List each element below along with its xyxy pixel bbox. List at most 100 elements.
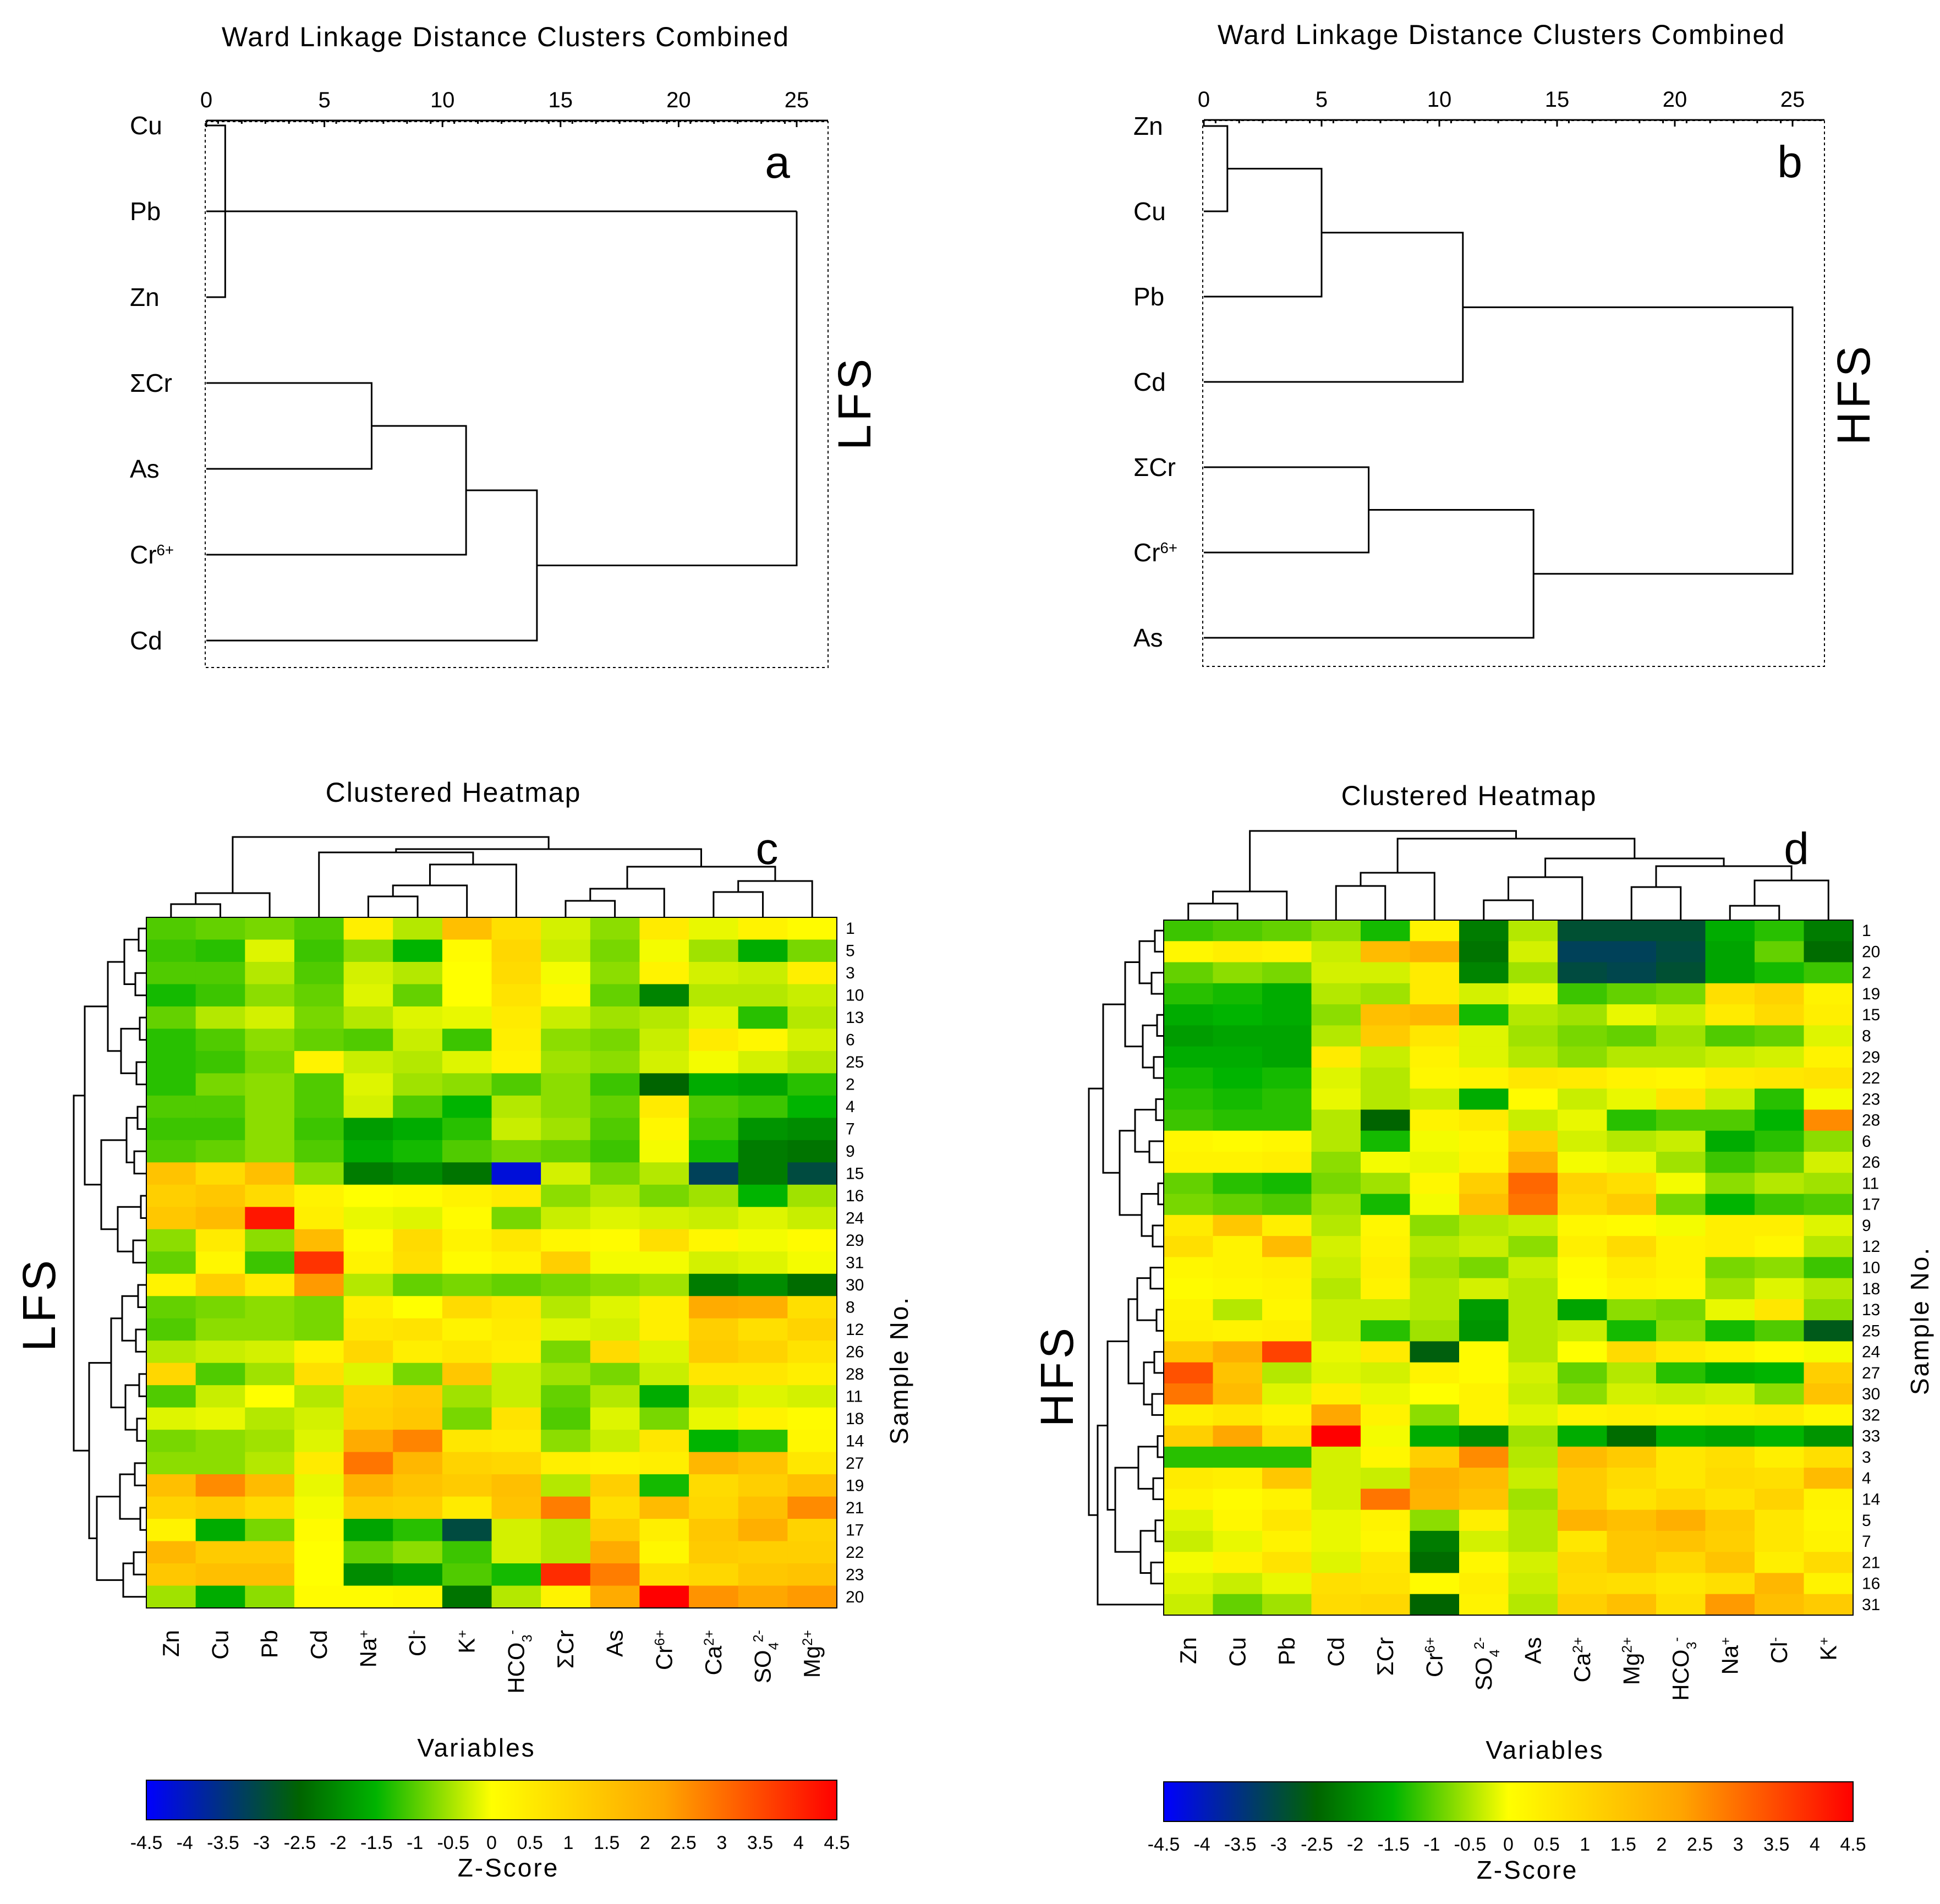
heatmap-cell [146,1073,196,1096]
heatmap-cell [195,1006,245,1030]
heatmap-cell [1558,1257,1608,1279]
column-dendrogram-link [232,836,550,893]
heatmap-cell [1213,1383,1263,1405]
heatmap-cell [491,1363,541,1386]
heatmap-cell [639,1184,689,1207]
heatmap-cell [639,1452,689,1475]
heatmap-cell [343,1251,393,1274]
heatmap-cell [1311,1468,1361,1489]
heatmap-cell [787,1363,837,1386]
heatmap-cell [1508,1552,1558,1574]
heatmap-cell [1311,1530,1361,1552]
row-dendrogram-link [1134,1108,1156,1153]
heatmap-cell [294,1073,344,1096]
heatmap-cell [1755,1509,1805,1531]
column-dendrogram-link [1655,865,1793,887]
heatmap-cell [294,1563,344,1586]
column-dendrogram-link [392,884,468,917]
heatmap-cell [787,1430,837,1453]
heatmap-cell [541,1251,591,1274]
row-label: 5 [846,942,855,960]
heatmap-cell [1459,1109,1509,1131]
heatmap-cell [1755,1552,1805,1574]
heatmap-cell [1508,1194,1558,1216]
heatmap-cell [393,1585,443,1608]
colorbar-tick: -4.5 [1148,1834,1180,1855]
column-dendrogram-link [170,903,221,917]
heatmap-cell [1262,1383,1312,1405]
row-label: 21 [1862,1553,1880,1572]
column-dendrogram-link [626,866,776,889]
row-dendrogram-link [1137,1446,1158,1490]
heatmap-cell [738,1251,788,1274]
heatmap-cell [393,1519,443,1542]
row-label: 15 [1862,1006,1880,1024]
heatmap-cell [1164,1025,1214,1047]
row-dendrogram-link [1154,929,1164,953]
row-dendrogram-link [138,1373,146,1397]
heatmap-cell [738,1073,788,1096]
heatmap-cell [195,1341,245,1364]
heatmap-cell [1755,1278,1805,1300]
heatmap-cell [1607,1046,1657,1068]
heatmap-cell [146,917,196,940]
panel-d-side-label: HFS [1031,1325,1083,1427]
heatmap-cell [393,1385,443,1408]
heatmap-cell [294,1229,344,1252]
heatmap-cell [146,1207,196,1230]
row-dendrogram-link [1150,972,1164,995]
heatmap-cell [590,1474,640,1497]
row-label: 9 [846,1142,855,1161]
row-dendrogram-link [1155,1309,1164,1332]
heatmap-cell [146,1229,196,1252]
heatmap-cell [1262,1573,1312,1595]
heatmap-cell [343,1051,393,1074]
heatmap-cell [343,939,393,962]
row-label: 28 [846,1365,864,1383]
heatmap-cell [1656,1067,1706,1089]
heatmap-cell [1607,1173,1657,1195]
heatmap-cell [393,1496,443,1519]
heatmap-cell [738,939,788,962]
heatmap-cell [738,1541,788,1564]
heatmap-cell [1311,941,1361,963]
heatmap-cell [1410,920,1460,942]
heatmap-cell [738,961,788,985]
colorbar-tick: 3 [716,1832,727,1853]
heatmap-cell [1755,962,1805,984]
heatmap-cell [491,1229,541,1252]
heatmap-cell [639,1363,689,1386]
heatmap-cell [195,1496,245,1519]
heatmap-cell [1164,1552,1214,1574]
heatmap-cell [1410,1573,1460,1595]
heatmap-cell [1755,1046,1805,1068]
heatmap-cell [738,1296,788,1319]
row-label: 20 [1862,943,1880,961]
heatmap-cell [1804,983,1854,1005]
heatmap-cell [1361,941,1411,963]
dendrogram-link [536,211,798,566]
heatmap-cell [1804,1278,1854,1300]
heatmap-cell [146,1296,196,1319]
leaf-label: As [1133,623,1163,652]
heatmap-cell [1558,983,1608,1005]
row-dendrogram-link [133,1150,146,1175]
heatmap-cell [442,1563,492,1586]
heatmap-cell [787,1541,837,1564]
heatmap-cell [491,1496,541,1519]
heatmap-cell [442,1207,492,1230]
heatmap-cell [294,1318,344,1341]
tick-label: 0 [1198,87,1210,112]
heatmap-cell [1607,1257,1657,1279]
heatmap-cell [1508,941,1558,963]
heatmap-cell [1410,1530,1460,1552]
heatmap-cell [1508,1173,1558,1195]
heatmap-cell [738,1207,788,1230]
heatmap-cell [1804,1257,1854,1279]
heatmap-cell [1804,1067,1854,1089]
colorbar-tick: -2 [330,1832,346,1853]
heatmap-cell [590,917,640,940]
heatmap-cell [442,1051,492,1074]
leaf-label: Pb [1133,282,1164,311]
heatmap-cell [689,1474,739,1497]
